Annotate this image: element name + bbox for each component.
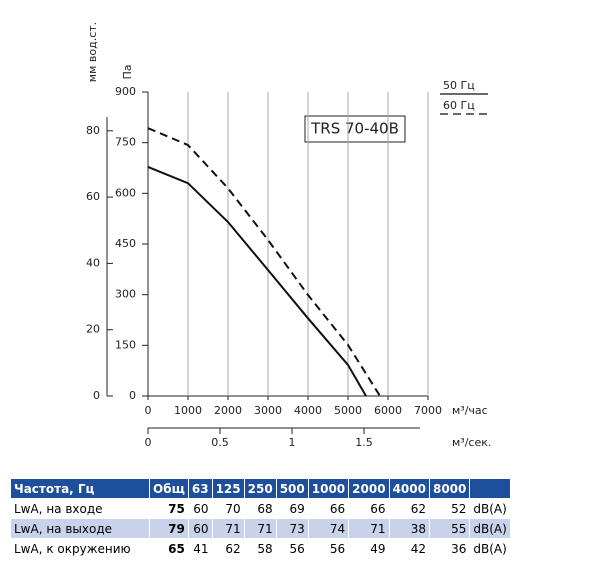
table-cell: 2000 xyxy=(349,479,389,498)
table-cell: 71 xyxy=(212,519,244,538)
table-cell: 73 xyxy=(276,519,308,538)
y-tick-label: 750 xyxy=(115,136,136,149)
y-axis-label: Па xyxy=(121,64,134,79)
y-tick-label: 150 xyxy=(115,338,136,351)
table-cell xyxy=(470,479,510,498)
table-cell: 42 xyxy=(410,541,426,556)
table-cell: 250 xyxy=(244,479,276,498)
table-cell: 41 xyxy=(193,541,209,556)
table-cell: 38 xyxy=(389,519,429,538)
table-cell: 75 xyxy=(168,501,185,516)
table-cell: dB(A) xyxy=(470,519,510,538)
y-tick-label: 300 xyxy=(115,288,136,301)
table-cell: 66 xyxy=(370,501,386,516)
table-row: LwA, к окружению 65 41 62 58 56 56 49 42 36 dB(A) xyxy=(11,539,510,558)
table-cell: 49 xyxy=(370,541,386,556)
table-cell: 56 xyxy=(289,541,305,556)
table-cell: 56 xyxy=(329,541,346,556)
y2-tick-label: 60 xyxy=(86,190,100,203)
y-tick-label: 0 xyxy=(129,389,136,402)
x-tick-label: 7000 xyxy=(414,404,442,417)
table-cell: dB(A) xyxy=(473,541,507,556)
x2-tick-label: 1.5 xyxy=(355,436,373,449)
table-cell: LwA, на входе xyxy=(14,501,103,516)
x2-tick-label: 0 xyxy=(145,436,152,449)
table-cell: 69 xyxy=(289,501,305,516)
table-cell: 4000 xyxy=(389,479,429,498)
table-cell: 65 xyxy=(168,541,185,556)
x2-tick-label: 0.5 xyxy=(211,436,229,449)
table-cell: 52 xyxy=(451,501,467,516)
table-row: LwA, на выходе 79 60 71 71 73 74 71 38 55 dB(A) xyxy=(11,519,510,538)
table-row: LwA, на входе 75 60 70 68 69 66 66 62 52 dB(A) xyxy=(11,499,510,518)
x-tick-label: 1000 xyxy=(174,404,202,417)
table-cell: LwA, к окружению xyxy=(14,541,131,556)
series-line xyxy=(147,166,367,397)
x-tick-label: 3000 xyxy=(254,404,282,417)
table-cell: 71 xyxy=(349,519,389,538)
table-cell: Частота, Гц xyxy=(11,479,149,498)
y2-tick-label: 40 xyxy=(86,256,100,269)
table-cell: 62 xyxy=(225,541,241,556)
table-cell: 79 xyxy=(150,519,188,538)
table-cell: dB(A) xyxy=(473,501,507,516)
table-cell: 71 xyxy=(244,519,276,538)
table-cell: 500 xyxy=(276,479,308,498)
annotation: TRS 70-40B xyxy=(310,120,399,138)
table-cell: Общ xyxy=(150,479,188,498)
table-cell: 60 xyxy=(188,519,212,538)
y-tick-label: 450 xyxy=(115,237,136,250)
table-cell: 125 xyxy=(212,479,244,498)
table-row: Частота, Гц Общ 63 125 250 500 1000 2000 4000 800… xyxy=(11,479,510,498)
series-line xyxy=(147,127,381,397)
table-cell: 8000 xyxy=(429,479,470,498)
legend-label: 60 Гц xyxy=(443,99,475,112)
table-cell: 1000 xyxy=(308,479,349,498)
y-tick-label: 900 xyxy=(115,85,136,98)
x-tick-label: 0 xyxy=(145,404,152,417)
table-cell: 66 xyxy=(329,501,346,516)
y2-axis-label: мм вод.ст. xyxy=(86,22,99,82)
x2-tick-label: 1 xyxy=(289,436,296,449)
x-tick-label: 4000 xyxy=(294,404,322,417)
x-tick-label: 2000 xyxy=(214,404,242,417)
table-cell: 68 xyxy=(257,501,273,516)
table-cell: 55 xyxy=(429,519,470,538)
x-tick-label: 6000 xyxy=(374,404,402,417)
y2-tick-label: 20 xyxy=(86,323,100,336)
table-cell: 63 xyxy=(188,479,212,498)
table-cell: 58 xyxy=(257,541,273,556)
y-tick-label: 600 xyxy=(115,186,136,199)
chart: TRS 70-40B мм вод.ст. Па м³/час м³/сек. … xyxy=(86,22,491,449)
table-cell: 60 xyxy=(193,501,209,516)
table-cell: 70 xyxy=(225,501,241,516)
table: Частота, Гц Общ 63 125 250 500 1000 2000 4000 800… xyxy=(10,478,511,559)
x-tick-label: 5000 xyxy=(334,404,362,417)
x-axis-label: м³/час xyxy=(452,404,488,417)
y2-tick-label: 0 xyxy=(93,389,100,402)
legend-label: 50 Гц xyxy=(443,79,475,92)
table-cell: LwA, на выходе xyxy=(11,519,149,538)
table-cell: 62 xyxy=(410,501,426,516)
y2-tick-label: 80 xyxy=(86,124,100,137)
x2-axis-label: м³/сек. xyxy=(452,436,491,449)
table-cell: 36 xyxy=(451,541,467,556)
table-cell: 74 xyxy=(308,519,349,538)
